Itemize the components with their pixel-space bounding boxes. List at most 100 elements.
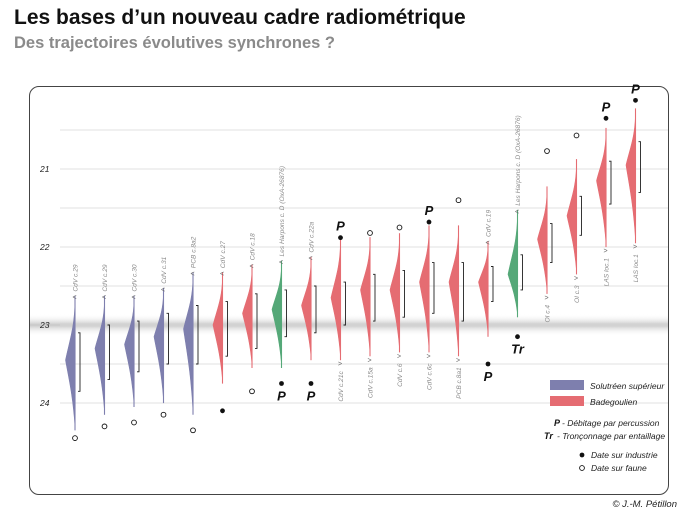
marker-faune: [249, 388, 255, 395]
tag-p: P: [631, 81, 640, 96]
interval-bracket: [343, 281, 346, 326]
sample-label: CdV c.15a: [368, 367, 375, 398]
legend-swatch-badegoulien: [550, 396, 584, 406]
violin-shape: [625, 114, 636, 240]
marker-industrie: [603, 115, 609, 121]
tag-p: P: [307, 389, 316, 404]
legend-abbrev-p-key: P: [554, 418, 561, 428]
interval-bracket: [402, 269, 405, 318]
interval-bracket: [107, 324, 110, 381]
violin-sample: OI c.3 >: [566, 132, 582, 303]
sample-label-caret: >: [397, 353, 401, 360]
violin-shape: [183, 278, 194, 411]
interval-bracket: [225, 301, 228, 357]
violin-sample: CdV c.31 <: [153, 256, 169, 418]
marker-industrie: [308, 381, 314, 386]
chart-frame: [29, 86, 669, 495]
sample-label: CdV c.21c: [338, 370, 345, 401]
violin-shape: [389, 239, 400, 349]
interval-bracket: [255, 293, 258, 349]
sample-label: CdV c.29: [102, 264, 109, 291]
marker-industrie: [633, 97, 638, 103]
sample-label-caret: <: [309, 256, 313, 263]
interval-bracket: [609, 160, 612, 205]
sample-label: OI c.4: [545, 305, 552, 323]
violin-sample: Les Harpons c. D (OxA-26876) < P: [271, 166, 287, 404]
marker-industrie: [515, 334, 520, 340]
sample-label: LAS loc.1: [604, 258, 611, 287]
violin-sample: LAS loc.1 > P: [596, 99, 612, 287]
marker-faune: [72, 435, 78, 441]
sample-label-caret: <: [73, 295, 77, 302]
violin-sample: CdV c.15a >: [360, 230, 376, 398]
tag-p: P: [602, 99, 611, 114]
violin-shape: [478, 246, 489, 333]
page-subtitle: Des trajectoires évolutives synchrones ?: [14, 34, 335, 52]
marker-industrie: [338, 235, 343, 241]
marker-faune: [544, 148, 550, 154]
sample-label: CdV c.31: [161, 256, 168, 283]
marker-faune: [101, 423, 108, 430]
interval-bracket: [520, 254, 523, 291]
sample-label-caret: <: [220, 271, 224, 278]
sample-label: CdV c.29: [73, 264, 80, 291]
violin-sample: CdV c.30 <: [124, 264, 140, 426]
page-title: Les bases d’un nouveau cadre radiométriq…: [14, 6, 466, 29]
interval-bracket: [196, 305, 199, 365]
violin-shape: [301, 262, 312, 357]
sample-label: Les Harpons c. D (OxA-26876): [515, 115, 522, 206]
sample-label-caret: <: [250, 263, 254, 270]
interval-bracket: [284, 289, 287, 338]
marker-industrie: [426, 219, 432, 225]
violin-sample: OI c.4 >: [537, 148, 553, 323]
sample-label-caret: >: [545, 295, 549, 302]
sample-label-caret: <: [279, 260, 283, 267]
violin-shape: [360, 243, 371, 353]
sample-label: CdV c.27: [220, 241, 227, 268]
violin-shape: [537, 192, 548, 290]
grid-layer: [30, 129, 668, 404]
sample-label: CdV c.6c: [427, 363, 434, 390]
legend-swatch-solutreen: [550, 380, 584, 390]
tag-tr: Tr: [511, 342, 525, 357]
interval-bracket: [579, 195, 582, 236]
violin-sample: CdV c.6c > P: [419, 203, 435, 390]
interval-bracket: [166, 312, 169, 365]
tag-p: P: [484, 369, 493, 384]
sample-label: CdV c.19: [486, 210, 493, 237]
marker-faune: [455, 197, 462, 204]
legend-label-solutreen: Solutréen supérieur: [590, 381, 665, 391]
tag-p: P: [425, 203, 434, 218]
violin-shape: [419, 231, 430, 349]
violin-shape: [596, 133, 607, 244]
interval-bracket: [638, 141, 641, 193]
tag-p: P: [336, 219, 345, 234]
violin-sample: CdV c.29 <: [65, 264, 81, 441]
sample-label-caret: <: [515, 209, 519, 216]
legend-marker-industrie: [579, 452, 585, 458]
y-tick-label: 22: [39, 242, 50, 252]
y-tick-label: 21: [39, 164, 50, 174]
violin-shape: [271, 266, 282, 365]
sample-label-caret: <: [161, 287, 165, 294]
y-axis: 21 22 23 24: [39, 164, 50, 408]
interval-bracket: [314, 285, 317, 334]
interval-bracket: [550, 223, 553, 264]
interval-bracket: [432, 262, 435, 314]
marker-faune: [131, 419, 137, 426]
violin-sample: CdV c.29 <: [94, 264, 110, 430]
violin-shape: [242, 270, 253, 365]
sample-label-caret: >: [338, 361, 342, 368]
violin-shape: [124, 301, 135, 404]
legend-abbrev-tr-text: - Tronçonnage par entaillage: [557, 431, 665, 441]
sample-label-caret: >: [368, 357, 372, 364]
sample-label: CdV c.6: [397, 363, 404, 387]
violin-shape: [566, 165, 577, 271]
legend-abbrev-tr-key: Tr: [544, 431, 553, 441]
sample-label-caret: >: [604, 248, 608, 255]
marker-faune: [367, 230, 373, 236]
sample-label: CdV c.18: [250, 233, 257, 260]
sample-label: PCB c.8a1: [456, 367, 463, 399]
sample-label: PCB c.8a2: [191, 236, 198, 268]
